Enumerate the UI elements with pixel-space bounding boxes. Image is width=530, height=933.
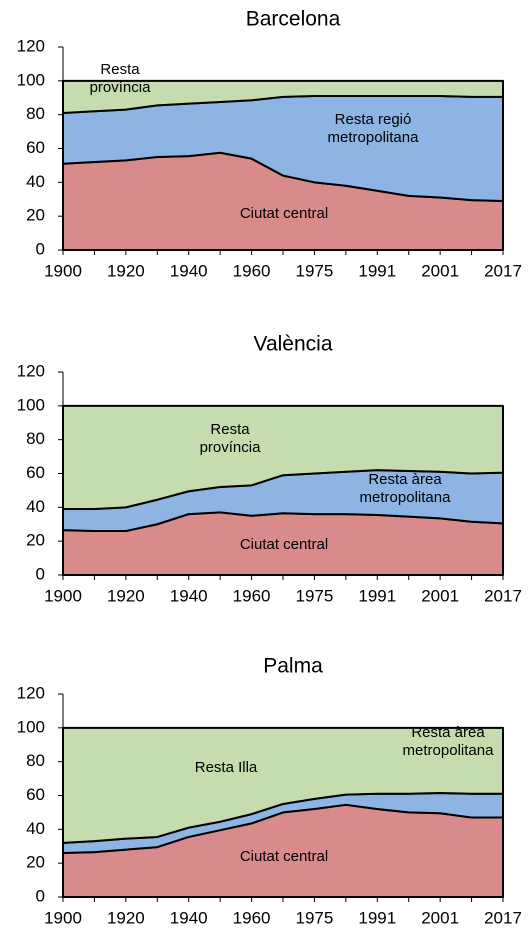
annotation: Resta xyxy=(210,421,250,438)
annotation: Resta àrea xyxy=(368,471,442,488)
x-tick-label: 1940 xyxy=(170,586,208,605)
chart-title: Barcelona xyxy=(246,8,341,31)
y-tick-label: 80 xyxy=(26,104,45,123)
x-tick-label: 2017 xyxy=(484,586,522,605)
chart-title: Palma xyxy=(263,655,323,678)
x-tick-label: 1991 xyxy=(358,908,396,927)
annotation: metropolitana xyxy=(403,742,495,759)
y-tick-label: 40 xyxy=(26,497,45,516)
x-tick-label: 1900 xyxy=(44,908,82,927)
y-tick-label: 80 xyxy=(26,751,45,770)
y-tick-label: 60 xyxy=(26,463,45,482)
x-tick-label: 1991 xyxy=(358,586,396,605)
area xyxy=(62,404,504,511)
y-tick-label: 0 xyxy=(36,886,45,905)
y-tick-label: 120 xyxy=(17,683,45,702)
annotation: província xyxy=(200,439,262,456)
x-tick-label: 2001 xyxy=(421,586,459,605)
x-tick-label: 2017 xyxy=(484,908,522,927)
x-tick-label: 1940 xyxy=(170,261,208,280)
annotation: Ciutat central xyxy=(240,848,328,865)
x-tick-label: 1920 xyxy=(107,586,145,605)
annotation: metropolitana xyxy=(360,489,452,506)
x-tick-label: 1920 xyxy=(107,908,145,927)
y-tick-label: 20 xyxy=(26,531,45,550)
annotation: Ciutat central xyxy=(240,205,328,222)
x-tick-label: 2001 xyxy=(421,908,459,927)
y-tick-label: 20 xyxy=(26,853,45,872)
annotation: Resta xyxy=(100,61,140,78)
y-tick-label: 0 xyxy=(36,239,45,258)
area xyxy=(62,79,504,114)
annotation: metropolitana xyxy=(328,129,420,146)
x-tick-label: 2017 xyxy=(484,261,522,280)
y-tick-label: 120 xyxy=(17,36,45,55)
x-tick-label: 1991 xyxy=(358,261,396,280)
annotation: Resta àrea xyxy=(411,724,485,741)
x-tick-label: 1975 xyxy=(296,586,334,605)
annotation: Resta regió xyxy=(335,111,412,128)
x-tick-label: 1975 xyxy=(296,908,334,927)
x-tick-label: 1920 xyxy=(107,261,145,280)
y-tick-label: 40 xyxy=(26,819,45,838)
y-tick-label: 120 xyxy=(17,361,45,380)
x-tick-label: 1900 xyxy=(44,586,82,605)
x-tick-label: 1960 xyxy=(233,586,271,605)
y-tick-label: 100 xyxy=(17,717,45,736)
y-tick-label: 100 xyxy=(17,395,45,414)
annotation: província xyxy=(90,79,152,96)
y-tick-label: 60 xyxy=(26,785,45,804)
y-tick-label: 20 xyxy=(26,206,45,225)
x-tick-label: 1900 xyxy=(44,261,82,280)
annotation: Resta Illa xyxy=(195,759,258,776)
x-tick-label: 1975 xyxy=(296,261,334,280)
y-tick-label: 0 xyxy=(36,564,45,583)
y-tick-label: 60 xyxy=(26,138,45,157)
x-tick-label: 1960 xyxy=(233,261,271,280)
area xyxy=(62,726,504,844)
x-tick-label: 2001 xyxy=(421,261,459,280)
y-tick-label: 100 xyxy=(17,70,45,89)
y-tick-label: 80 xyxy=(26,429,45,448)
x-tick-label: 1940 xyxy=(170,908,208,927)
annotation: Ciutat central xyxy=(240,536,328,553)
y-tick-label: 40 xyxy=(26,172,45,191)
chart-title: València xyxy=(254,333,333,356)
x-tick-label: 1960 xyxy=(233,908,271,927)
